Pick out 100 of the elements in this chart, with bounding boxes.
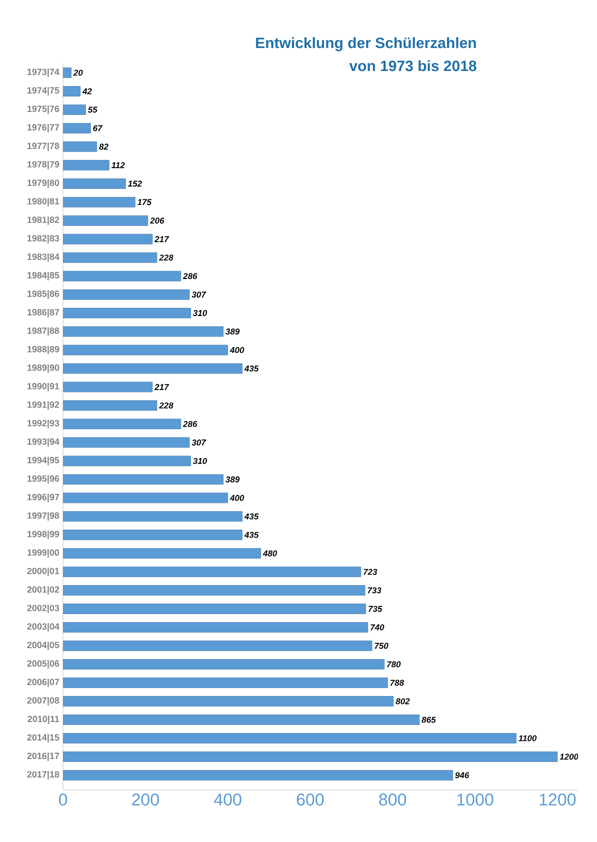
data-label: 206: [150, 218, 164, 224]
data-label: 400: [230, 347, 244, 354]
y-tick-label: 2010|11: [28, 715, 60, 724]
bar: [63, 363, 242, 374]
bar: [63, 752, 558, 762]
chart-subtitle: von 1973 bis 2018: [349, 60, 476, 72]
bar: [63, 344, 228, 356]
data-label: 82: [99, 144, 108, 150]
x-tick-label: 0: [58, 794, 68, 806]
y-tick-label: 1977|78: [27, 142, 60, 151]
bar: [63, 215, 148, 226]
data-label: 802: [396, 698, 410, 704]
data-label: 217: [154, 384, 170, 390]
bar: [63, 68, 72, 78]
y-tick-label: 1973|74: [27, 68, 60, 78]
data-label: 733: [368, 587, 382, 594]
bar: [63, 86, 81, 96]
bar: [63, 714, 420, 725]
bar: [63, 160, 110, 170]
data-label: 307: [192, 292, 206, 298]
data-label: 67: [93, 125, 103, 132]
data-label: 400: [230, 494, 244, 501]
y-tick-label: 1990|91: [27, 382, 60, 392]
y-tick-label: 2017|18: [27, 770, 60, 780]
y-tick-label: 1997|98: [27, 512, 60, 521]
y-tick-label: 2003|04: [27, 623, 60, 632]
y-tick-label: 2002|03: [27, 604, 60, 614]
bar: [63, 178, 126, 189]
data-label: 435: [244, 513, 259, 520]
bar: [63, 308, 191, 318]
data-label: 20: [73, 70, 83, 76]
bar: [63, 770, 453, 780]
y-tick-label: 1998|99: [27, 530, 60, 540]
y-tick-label: 1984|85: [27, 272, 60, 280]
data-label: 389: [226, 328, 240, 335]
data-label: 780: [387, 661, 401, 668]
y-tick-label: 1980|81: [27, 198, 60, 206]
y-tick-label: 2007|08: [27, 697, 60, 706]
bar: [63, 196, 136, 208]
chart-title: Entwicklung der Schülerzahlen: [256, 37, 476, 52]
data-label: 946: [455, 772, 470, 778]
bar: [63, 640, 372, 652]
x-tick-label: 200: [132, 794, 159, 806]
y-tick-label: 1988|89: [27, 346, 60, 354]
data-label: 788: [390, 680, 404, 686]
y-tick-label: 1995|96: [27, 475, 60, 484]
y-tick-label: 1987|88: [27, 327, 60, 336]
y-tick-label: 1993|94: [27, 438, 60, 447]
data-label: 310: [192, 458, 208, 464]
data-label: 228: [159, 254, 174, 261]
bar: [63, 678, 388, 688]
bar: [63, 530, 242, 540]
y-tick-label: 1981|82: [27, 216, 60, 225]
data-label: 1100: [518, 735, 537, 742]
y-tick-label: 1991|92: [27, 401, 60, 410]
bar: [63, 270, 182, 282]
y-tick-label: 1986|87: [27, 308, 60, 318]
bar: [63, 289, 190, 300]
y-tick-label: 1992|93: [27, 420, 60, 428]
bar: [63, 548, 261, 559]
y-tick-label: 2001|02: [27, 586, 60, 595]
data-label: 286: [182, 420, 198, 427]
bar: [63, 104, 86, 115]
y-tick-label: 2005|06: [27, 660, 60, 669]
y-tick-label: 1976|77: [27, 124, 60, 132]
bar: [63, 511, 242, 522]
bar: [63, 122, 91, 134]
data-label: 175: [137, 199, 152, 206]
bar: [63, 604, 366, 614]
bar: [63, 326, 224, 337]
data-label: 723: [364, 568, 378, 575]
data-label: 740: [370, 624, 384, 630]
data-label: 1200: [560, 754, 578, 760]
data-label: 228: [159, 402, 174, 408]
x-tick-label: 600: [296, 794, 324, 806]
data-label: 865: [422, 716, 436, 723]
bar: [63, 252, 158, 263]
y-tick-label: 1989|90: [27, 364, 60, 373]
bar: [63, 418, 182, 430]
y-tick-label: 1978|79: [27, 160, 60, 170]
data-label: 55: [88, 106, 98, 113]
y-tick-label: 1996|97: [27, 494, 60, 502]
y-tick-label: 1994|95: [27, 456, 60, 466]
bar: [63, 566, 362, 578]
y-tick-label: 2000|01: [27, 568, 60, 576]
y-tick-label: 2006|07: [27, 678, 60, 688]
y-tick-label: 1983|84: [27, 253, 60, 262]
bar: [63, 622, 368, 633]
data-label: 286: [182, 273, 198, 280]
y-tick-label: 1974|75: [27, 86, 60, 96]
data-label: 112: [111, 162, 125, 168]
bar: [63, 437, 190, 448]
bar: [63, 456, 191, 466]
bar: [63, 382, 153, 392]
x-tick-label: 800: [379, 794, 406, 806]
bar: [63, 492, 228, 504]
data-label: 389: [226, 476, 240, 482]
data-label: 435: [244, 366, 259, 372]
y-tick-label: 2014|15: [27, 734, 60, 743]
y-tick-label: 2004|05: [27, 642, 60, 650]
